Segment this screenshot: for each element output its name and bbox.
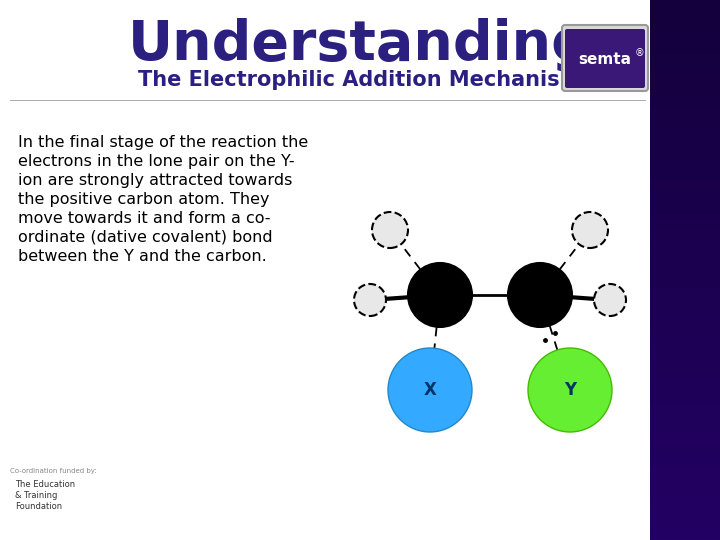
- Text: The Education
& Training
Foundation: The Education & Training Foundation: [15, 480, 75, 511]
- FancyBboxPatch shape: [562, 25, 648, 91]
- Circle shape: [388, 348, 472, 432]
- Circle shape: [372, 212, 408, 248]
- Text: electrons in the lone pair on the Y-: electrons in the lone pair on the Y-: [18, 154, 294, 169]
- Circle shape: [528, 348, 612, 432]
- Text: ®: ®: [635, 48, 645, 58]
- Text: Co-ordination funded by:: Co-ordination funded by:: [10, 468, 96, 474]
- Circle shape: [508, 263, 572, 327]
- Circle shape: [572, 212, 608, 248]
- Text: X: X: [423, 381, 436, 399]
- Circle shape: [408, 263, 472, 327]
- Text: the positive carbon atom. They: the positive carbon atom. They: [18, 192, 269, 207]
- FancyBboxPatch shape: [565, 29, 645, 88]
- Text: Understanding: Understanding: [128, 18, 592, 72]
- Circle shape: [594, 284, 626, 316]
- Text: move towards it and form a co-: move towards it and form a co-: [18, 211, 271, 226]
- Text: ion are strongly attracted towards: ion are strongly attracted towards: [18, 173, 292, 188]
- Text: The Electrophilic Addition Mechanism: The Electrophilic Addition Mechanism: [138, 70, 582, 90]
- Text: Y: Y: [564, 381, 576, 399]
- Text: between the Y and the carbon.: between the Y and the carbon.: [18, 249, 266, 264]
- Text: In the final stage of the reaction the: In the final stage of the reaction the: [18, 135, 308, 150]
- Circle shape: [354, 284, 386, 316]
- Text: semta: semta: [578, 52, 631, 68]
- Text: ordinate (dative covalent) bond: ordinate (dative covalent) bond: [18, 230, 273, 245]
